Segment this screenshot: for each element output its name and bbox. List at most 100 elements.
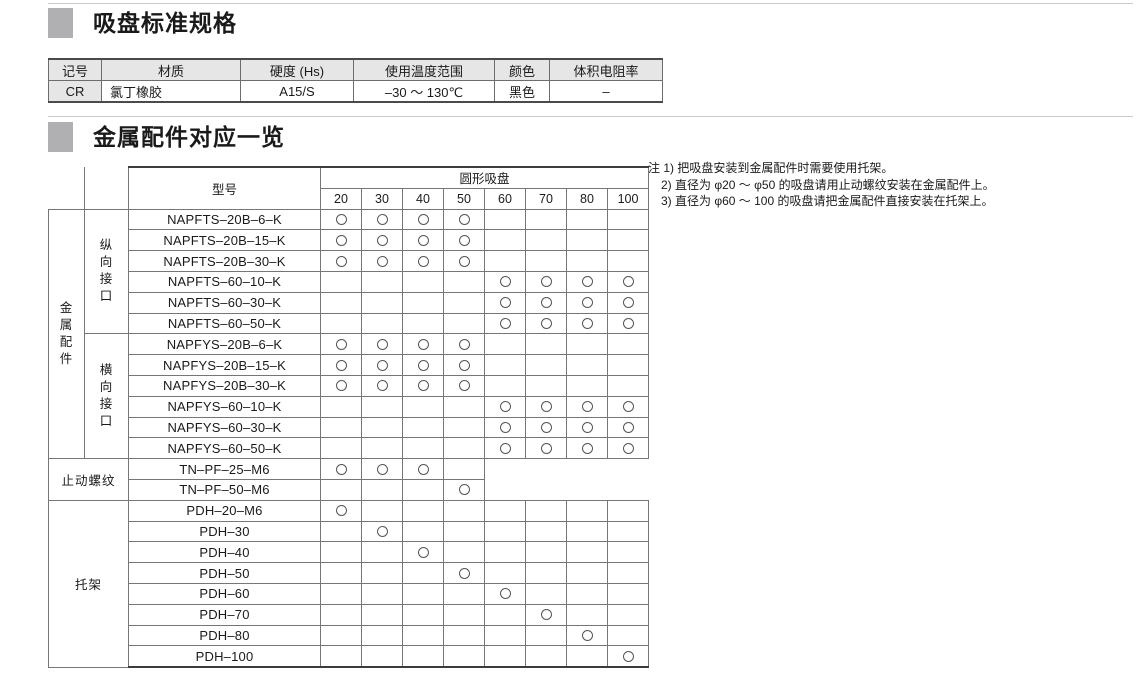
matrix-model-name: PDH–20–M6 <box>128 499 321 522</box>
matrix-data-row: NAPFTS–60–10–K <box>49 270 649 293</box>
circle-mark-icon <box>335 380 347 392</box>
compat-empty-cell <box>361 478 403 501</box>
compat-mark-cell <box>443 229 485 252</box>
spec-table-cell: 氯丁橡胶 <box>101 80 241 103</box>
compat-empty-cell <box>566 603 608 626</box>
compat-empty-cell <box>443 541 485 564</box>
compat-empty-cell <box>361 270 403 293</box>
matrix-data-row: PDH–70 <box>49 603 649 626</box>
matrix-diameter-header: 20 <box>320 187 362 210</box>
circle-mark-icon <box>581 442 593 454</box>
compat-empty-cell <box>320 624 362 647</box>
compat-empty-cell <box>361 395 403 418</box>
circle-mark-icon <box>376 255 388 267</box>
compat-empty-cell <box>607 250 649 272</box>
spec-table-cell: –30 ～ 130℃ <box>353 80 495 103</box>
compat-mark-cell <box>402 208 444 231</box>
circle-mark-icon <box>499 276 511 288</box>
compat-empty-cell <box>484 354 526 376</box>
compat-mark-cell <box>402 374 444 397</box>
compat-empty-cell <box>443 458 485 480</box>
matrix-data-row: PDH–60 <box>49 582 649 605</box>
compat-empty-cell <box>525 562 567 584</box>
matrix-diameter-header: 50 <box>443 187 485 210</box>
circle-mark-icon <box>335 359 347 371</box>
compat-mark-cell <box>484 395 526 418</box>
circle-mark-icon <box>581 629 593 641</box>
circle-mark-icon <box>581 276 593 288</box>
compat-empty-cell <box>484 541 526 564</box>
compat-mark-cell <box>320 354 362 376</box>
circle-mark-icon <box>376 338 388 350</box>
compat-mark-cell <box>320 499 362 522</box>
matrix-data-row: NAPFTS–60–50–K <box>49 312 649 335</box>
circle-mark-icon <box>458 484 470 496</box>
compat-empty-cell <box>566 582 608 605</box>
compat-mark-cell <box>320 374 362 397</box>
matrix-model-name: NAPFTS–20B–6–K <box>128 208 321 231</box>
spec-column-header: 硬度 (Hs) <box>240 58 354 81</box>
matrix-model-name: NAPFYS–20B–30–K <box>128 374 321 397</box>
compat-empty-cell <box>320 645 362 669</box>
compat-mark-cell <box>484 291 526 314</box>
section-title: 吸盘标准规格 <box>93 9 237 36</box>
matrix-model-name: NAPFYS–60–10–K <box>128 395 321 418</box>
compat-empty-cell <box>484 229 526 252</box>
circle-mark-icon <box>417 338 429 350</box>
circle-mark-icon <box>499 401 511 413</box>
compat-mark-cell <box>443 562 485 584</box>
note-line: 3) 直径为 φ60 ～ 100 的吸盘请把金属配件直接安装在托架上。 <box>661 194 994 208</box>
suction-cup-spec-table: 记号 材质 硬度 (Hs) 使用温度范围 颜色 体积电阻率 CR 氯丁橡胶 A15/S –30 ～… <box>48 58 663 103</box>
compat-empty-cell <box>402 478 444 501</box>
section-header-metal-fittings: 金属配件对应一览 <box>48 122 285 152</box>
compat-mark-cell <box>484 312 526 335</box>
compat-mark-cell <box>484 416 526 439</box>
section-title: 金属配件对应一览 <box>93 123 285 150</box>
circle-mark-icon <box>376 463 388 475</box>
compat-empty-cell <box>320 395 362 418</box>
compat-mark-cell <box>525 270 567 293</box>
compat-mark-cell <box>361 374 403 397</box>
compat-mark-cell <box>443 208 485 231</box>
compat-empty-cell <box>402 437 444 460</box>
compat-empty-cell <box>607 333 649 356</box>
matrix-diameter-header: 70 <box>525 187 567 210</box>
section-marker-icon <box>48 8 73 38</box>
compat-mark-cell <box>443 333 485 356</box>
section-marker-icon <box>48 122 73 152</box>
metal-fitting-compatibility-table: 型号 圆形吸盘 20 30 40 50 60 70 80 100 金属配件纵向接口 NAPFTS–20… <box>48 165 649 669</box>
compat-mark-cell <box>566 437 608 460</box>
circle-mark-icon <box>335 338 347 350</box>
compat-mark-cell <box>607 312 649 335</box>
compat-mark-cell <box>443 354 485 376</box>
spec-table-cell: – <box>549 80 663 103</box>
matrix-model-name: NAPFTS–20B–30–K <box>128 250 321 272</box>
circle-mark-icon <box>540 609 552 621</box>
matrix-model-name: TN–PF–25–M6 <box>128 458 321 480</box>
compat-empty-cell <box>320 541 362 564</box>
spec-column-header: 记号 <box>48 58 102 81</box>
compat-empty-cell <box>320 270 362 293</box>
compat-empty-cell <box>443 416 485 439</box>
circle-mark-icon <box>335 505 347 517</box>
compat-empty-cell <box>566 562 608 584</box>
compat-empty-cell <box>607 562 649 584</box>
circle-mark-icon <box>581 317 593 329</box>
matrix-model-name: PDH–70 <box>128 603 321 626</box>
compat-empty-cell <box>607 520 649 543</box>
compat-mark-cell <box>525 416 567 439</box>
compat-empty-cell <box>361 312 403 335</box>
compat-empty-cell <box>443 520 485 543</box>
matrix-group-label: 托架 <box>48 499 129 668</box>
spec-table-cell: CR <box>48 80 102 103</box>
matrix-group-label: 止动螺纹 <box>48 458 129 501</box>
compat-empty-cell <box>566 374 608 397</box>
note-line: 注 1) 把吸盘安装到金属配件时需要使用托架。 <box>648 161 894 175</box>
circle-mark-icon <box>417 546 429 558</box>
matrix-model-name: NAPFTS–60–50–K <box>128 312 321 335</box>
compat-mark-cell <box>484 437 526 460</box>
compat-empty-cell <box>361 624 403 647</box>
compat-mark-cell <box>607 416 649 439</box>
spec-table-cell: A15/S <box>240 80 354 103</box>
compat-empty-cell <box>484 208 526 231</box>
